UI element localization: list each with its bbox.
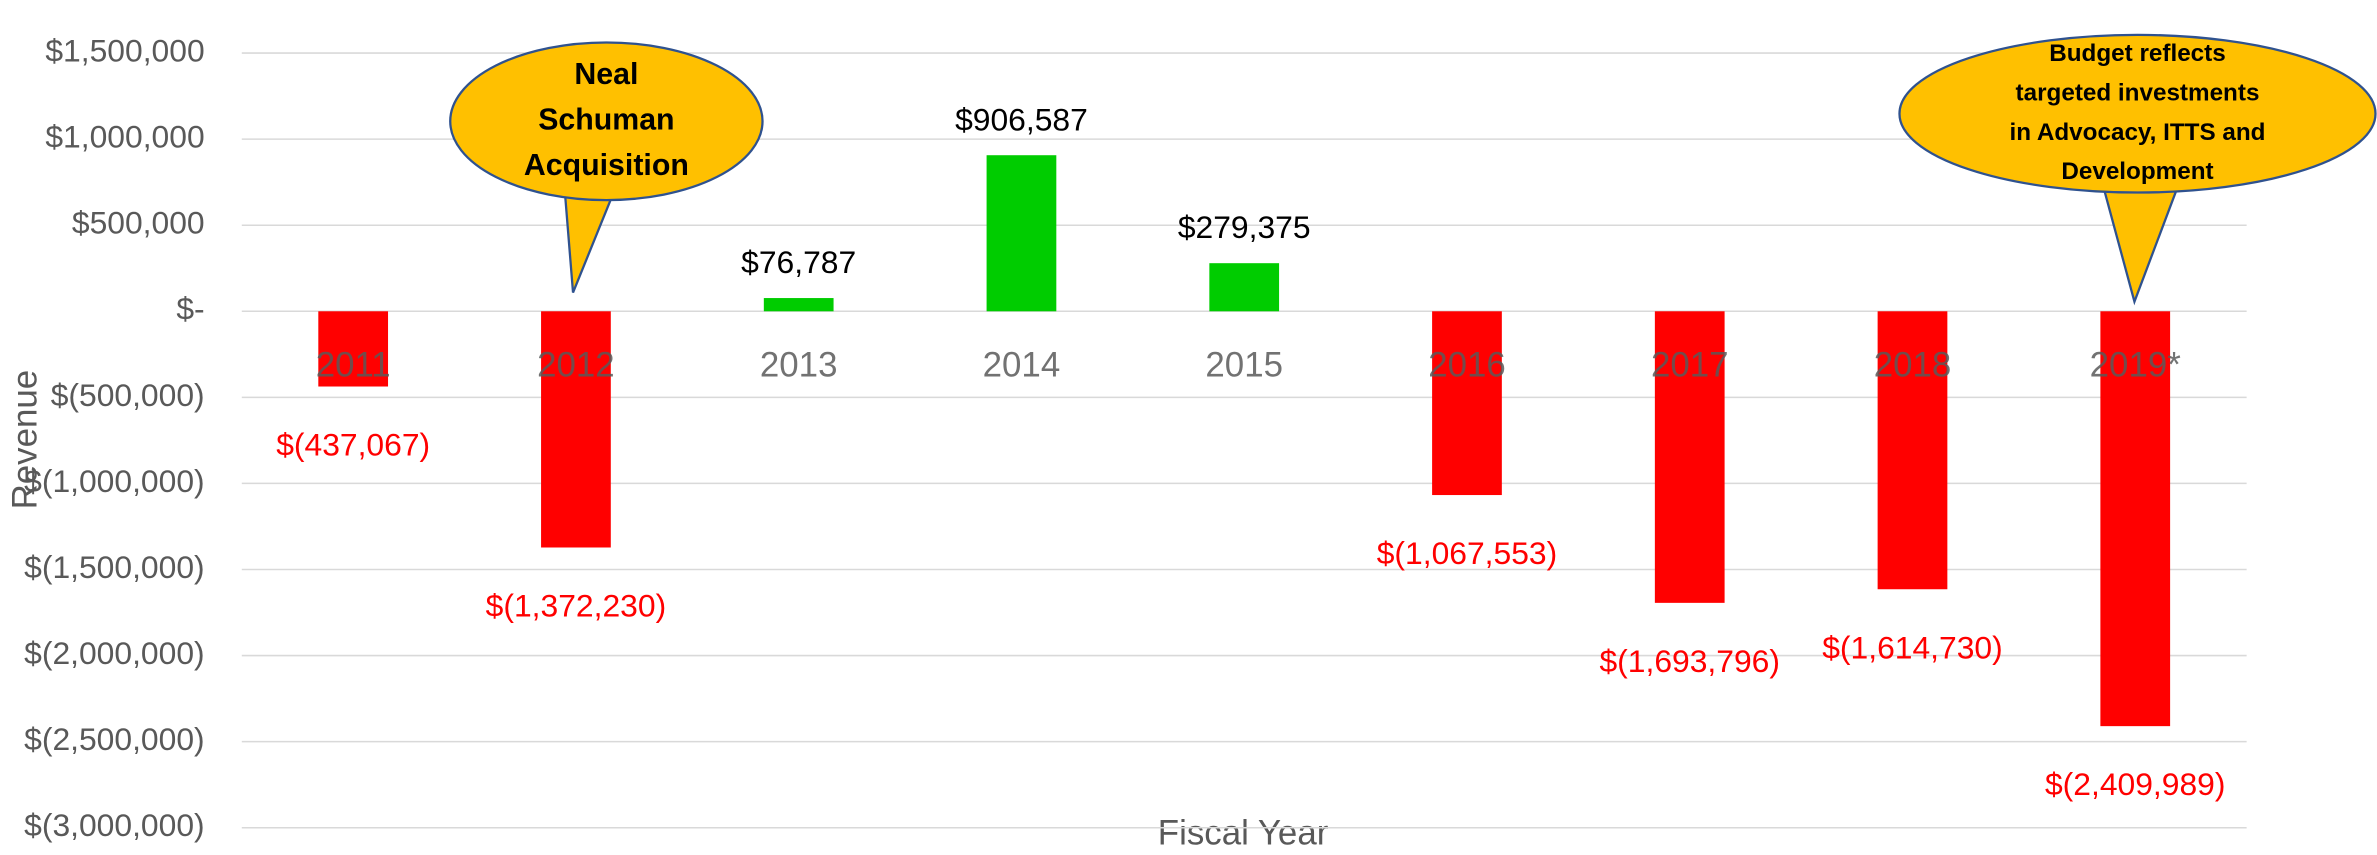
y-axis-label: Revenue [5,370,44,510]
callout-text: targeted investments [2016,79,2260,106]
value-label: $279,375 [1178,209,1311,245]
y-tick-label: $(500,000) [51,377,205,413]
y-tick-label: $(3,000,000) [24,807,205,843]
bar [1654,311,1725,603]
x-tick-label: 2013 [760,346,838,385]
bar [2100,311,2171,727]
callout-bubble [1898,33,2377,194]
bar [1877,311,1948,590]
callout-shape [2098,172,2185,306]
y-tick-label: $(1,000,000) [24,463,205,499]
bar [986,155,1057,312]
y-tick-label: $500,000 [72,205,205,241]
x-tick-label: 2018 [1874,346,1952,385]
x-tick-label: 2017 [1651,346,1729,385]
bar [318,311,389,387]
bar [1432,311,1502,496]
callout-join [2101,166,2182,182]
y-tick-label: $(2,500,000) [24,721,205,757]
callout-text: Development [2061,158,2213,185]
value-label: $76,787 [741,244,856,280]
callout-text: Schuman [538,103,674,136]
y-tick-label: $(2,000,000) [24,635,205,671]
bar [541,311,611,548]
x-tick-label: 2016 [1428,346,1506,385]
value-label: $(437,067) [276,427,430,463]
x-tick-label: 2014 [983,346,1061,385]
value-label: $(1,693,796) [1599,643,1780,679]
callout-shape [562,179,620,294]
callout: Budget reflects targeted investments in Ad… [1898,33,2377,306]
bar [1209,263,1280,312]
callout-text: Budget reflects [2049,40,2226,67]
callout-text: in Advocacy, ITTS and [2009,119,2265,146]
y-tick-label: $1,500,000 [45,32,204,68]
value-label: $(2,409,989) [2045,766,2226,802]
value-label: $(1,372,230) [486,588,667,624]
callout-join [565,174,617,190]
value-label: $(1,614,730) [1822,629,2003,665]
x-axis-label: Fiscal Year [1158,813,1329,852]
callout-text: Neal [574,58,638,91]
callout-text: Acquisition [524,149,689,182]
y-tick-label: $1,000,000 [45,119,204,155]
y-tick-label: $(1,500,000) [24,549,205,585]
value-label: $906,587 [955,101,1088,137]
y-tick-label: $- [176,291,204,327]
x-tick-label: 2015 [1205,346,1283,385]
callout-bubble [449,41,764,202]
x-tick-label: 2011 [316,346,391,385]
callout: Neal Schuman Acquisition [449,41,764,294]
x-tick-label: 2012 [537,346,615,385]
value-label: $(1,067,553) [1377,535,1558,571]
bar [763,298,834,312]
x-tick-label: 2019* [2090,346,2182,385]
